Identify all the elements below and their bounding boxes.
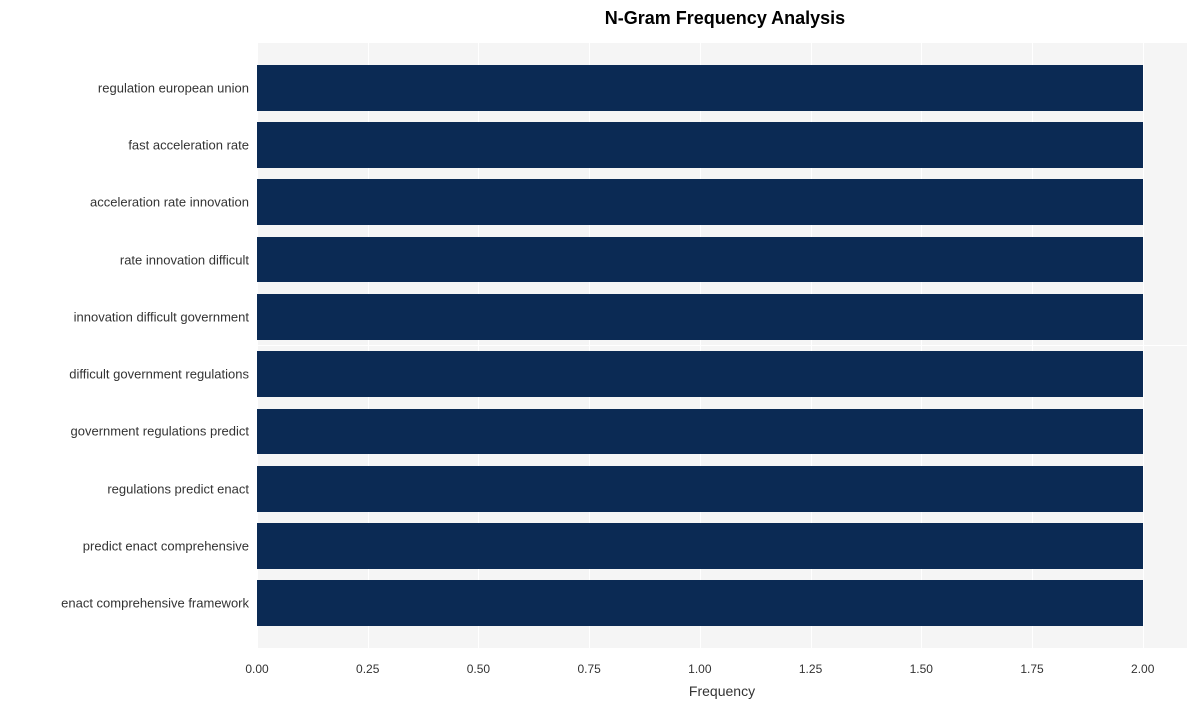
x-tick-label: 0.75	[577, 662, 600, 676]
bar	[257, 237, 1143, 283]
y-tick-label: regulation european union	[98, 80, 249, 95]
y-tick-label: government regulations predict	[71, 424, 250, 439]
plot-area	[257, 43, 1187, 648]
y-tick-label: regulations predict enact	[107, 481, 249, 496]
gridline	[1143, 43, 1144, 648]
y-tick-label: rate innovation difficult	[120, 252, 249, 267]
x-tick-label: 2.00	[1131, 662, 1154, 676]
x-tick-label: 1.00	[688, 662, 711, 676]
bar	[257, 466, 1143, 512]
x-tick-label: 0.00	[245, 662, 268, 676]
grid-band	[257, 43, 1187, 59]
bar	[257, 523, 1143, 569]
x-tick-label: 0.25	[356, 662, 379, 676]
y-tick-label: predict enact comprehensive	[83, 539, 249, 554]
bar	[257, 409, 1143, 455]
x-tick-label: 0.50	[467, 662, 490, 676]
y-tick-label: enact comprehensive framework	[61, 596, 249, 611]
grid-band	[257, 632, 1187, 648]
bar	[257, 179, 1143, 225]
chart-title: N-Gram Frequency Analysis	[0, 8, 1195, 29]
y-tick-label: fast acceleration rate	[128, 137, 249, 152]
y-tick-label: difficult government regulations	[69, 367, 249, 382]
x-tick-label: 1.50	[910, 662, 933, 676]
y-tick-label: acceleration rate innovation	[90, 195, 249, 210]
bar	[257, 122, 1143, 168]
y-tick-label: innovation difficult government	[74, 309, 249, 324]
x-tick-label: 1.25	[799, 662, 822, 676]
bar	[257, 351, 1143, 397]
x-tick-label: 1.75	[1020, 662, 1043, 676]
bar	[257, 65, 1143, 111]
ngram-frequency-chart: N-Gram Frequency Analysis Frequency regu…	[0, 8, 1195, 29]
x-axis-label: Frequency	[257, 683, 1187, 699]
bar	[257, 294, 1143, 340]
bar	[257, 580, 1143, 626]
